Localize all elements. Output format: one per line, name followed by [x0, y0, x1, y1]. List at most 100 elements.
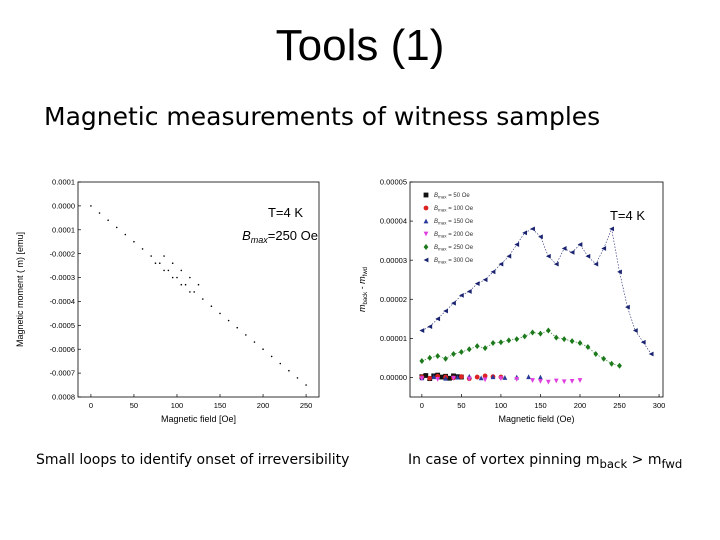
chart2-legend-label: Bmax = 150 Oe [434, 219, 474, 226]
chart2-x-tick-label: 100 [495, 401, 508, 410]
chart2-data-point [490, 374, 496, 380]
chart2-data-point [553, 334, 559, 341]
chart2-data-point [490, 269, 496, 275]
chart2-data-point [451, 375, 456, 381]
chart1-data-point [107, 219, 109, 222]
chart2-legend-label-value: = 250 Oe [447, 245, 474, 251]
chart2-data-point [530, 378, 535, 383]
chart2-series-line [421, 330, 620, 367]
chart1-data-point [270, 355, 273, 358]
chart2-data-point [466, 376, 472, 382]
chart1-data-point [98, 212, 101, 214]
chart1-data-point [189, 276, 191, 279]
chart2-data-point [545, 253, 551, 259]
chart2-data-point [648, 351, 654, 357]
chart1-x-tick-label: 150 [214, 401, 227, 410]
chart2-data-point [530, 329, 535, 336]
chart1-data-point [227, 319, 230, 322]
chart2-data-point [585, 343, 591, 350]
chart2-data-point [553, 261, 559, 267]
chart2-data-point [514, 377, 520, 382]
chart2-legend-label: Bmax = 200 Oe [434, 232, 474, 239]
chart2-data-point [427, 324, 433, 330]
chart2-data-point [431, 374, 437, 380]
chart2-data-point [451, 300, 456, 306]
chart2-legend-label-value: = 300 Oe [447, 258, 474, 264]
chart1-data-point [133, 240, 135, 243]
chart2-data-point [447, 375, 452, 381]
chart2-data-point [455, 374, 460, 380]
chart2-data-point [538, 374, 543, 380]
chart2-y-tick-label: 0.00000 [380, 373, 407, 382]
chart2-data-point [482, 377, 488, 383]
chart2-legend-label-sub: max [438, 195, 447, 200]
chart2-data-point [569, 378, 575, 384]
chart1-data-point [180, 269, 183, 272]
caption-right-text: In case of vortex pinning m [408, 452, 600, 468]
chart2-data-point [625, 304, 630, 310]
slide-title: Tools (1) [275, 21, 445, 70]
chart2-legend-label: Bmax = 100 Oe [434, 206, 474, 213]
chart1-data-point [158, 262, 161, 265]
chart1-data-point [202, 298, 204, 300]
chart1-annotation-bmax: Bmax=250 Oe [242, 228, 318, 245]
chart2-legend-marker [423, 257, 429, 263]
chart1-y-tick-label: 0.0001 [52, 178, 75, 187]
chart2-x-tick-label: 250 [613, 401, 626, 410]
chart2-data-point [561, 336, 567, 343]
chart2-data-point [474, 343, 480, 350]
chart2-annotation-temperature: T=4 K [610, 208, 645, 223]
chart2-legend-label-value: = 50 Oe [447, 193, 471, 199]
chart2-legend-label-sub: max [438, 221, 447, 226]
chart2-data-point [632, 328, 638, 333]
chart1-y-tick-label: -0.0002 [50, 249, 75, 258]
chart2-data-point [506, 253, 512, 259]
chart2-data-point [423, 373, 429, 378]
chart2-y-tick-label: 0.00001 [380, 334, 407, 343]
chart2-data-point [577, 378, 583, 383]
chart1-data-point [296, 377, 299, 379]
chart1-data-point [210, 305, 213, 308]
chart1-y-axis-label: Magnetic moment ( m) [emu] [15, 232, 25, 347]
chart1-data-point [171, 276, 174, 279]
chart1-data-point [171, 262, 174, 265]
chart2-legend-label-value: = 100 Oe [447, 206, 474, 212]
chart2-data-point [419, 376, 425, 382]
chart1-frame [77, 181, 320, 398]
chart2-data-point [569, 338, 575, 345]
chart1-data-point [193, 291, 195, 293]
chart2-data-point [585, 253, 591, 259]
chart1-y-tick-label: 0.0001 [52, 225, 75, 234]
chart2-legend-label-b: B [434, 245, 438, 251]
chart1-y-tick-label: -0.0003 [50, 273, 75, 282]
chart1-y-tick-label: -0.0005 [50, 321, 75, 330]
chart2-data-point [601, 355, 607, 362]
chart1-data-point [154, 262, 157, 265]
chart2-data-point [538, 330, 543, 337]
chart2-y-axis-label-mid: - m [357, 276, 367, 292]
chart2-y-axis-label: mback - mfwd [357, 267, 369, 312]
chart2-x-tick-label: 50 [457, 401, 465, 410]
chart1-data-point [163, 269, 165, 272]
chart1-data-point [245, 334, 247, 336]
chart2-data-point [577, 242, 583, 247]
chart2-data-point [522, 333, 528, 340]
chart2-data-point [498, 339, 504, 346]
chart2-data-point [617, 362, 622, 369]
chart2-data-point [458, 374, 464, 380]
chart2-data-point [593, 351, 599, 357]
chart2-y-axis-label-sub: back [363, 291, 369, 305]
chart2-data-point [435, 352, 441, 359]
chart2-data-point [490, 340, 496, 347]
chart2-data-point [498, 376, 504, 382]
chart2-x-tick-label: 0 [420, 401, 424, 410]
chart1-data-point [288, 369, 290, 372]
chart2-data-point [640, 339, 646, 345]
chart2-data-point [553, 378, 559, 384]
chart2-legend-marker [423, 231, 429, 237]
chart1-y-tick-label: 0.0008 [52, 393, 75, 402]
chart2-legend-marker [423, 192, 429, 198]
chart2-data-point [458, 349, 464, 356]
chart1-data-point [167, 269, 170, 272]
